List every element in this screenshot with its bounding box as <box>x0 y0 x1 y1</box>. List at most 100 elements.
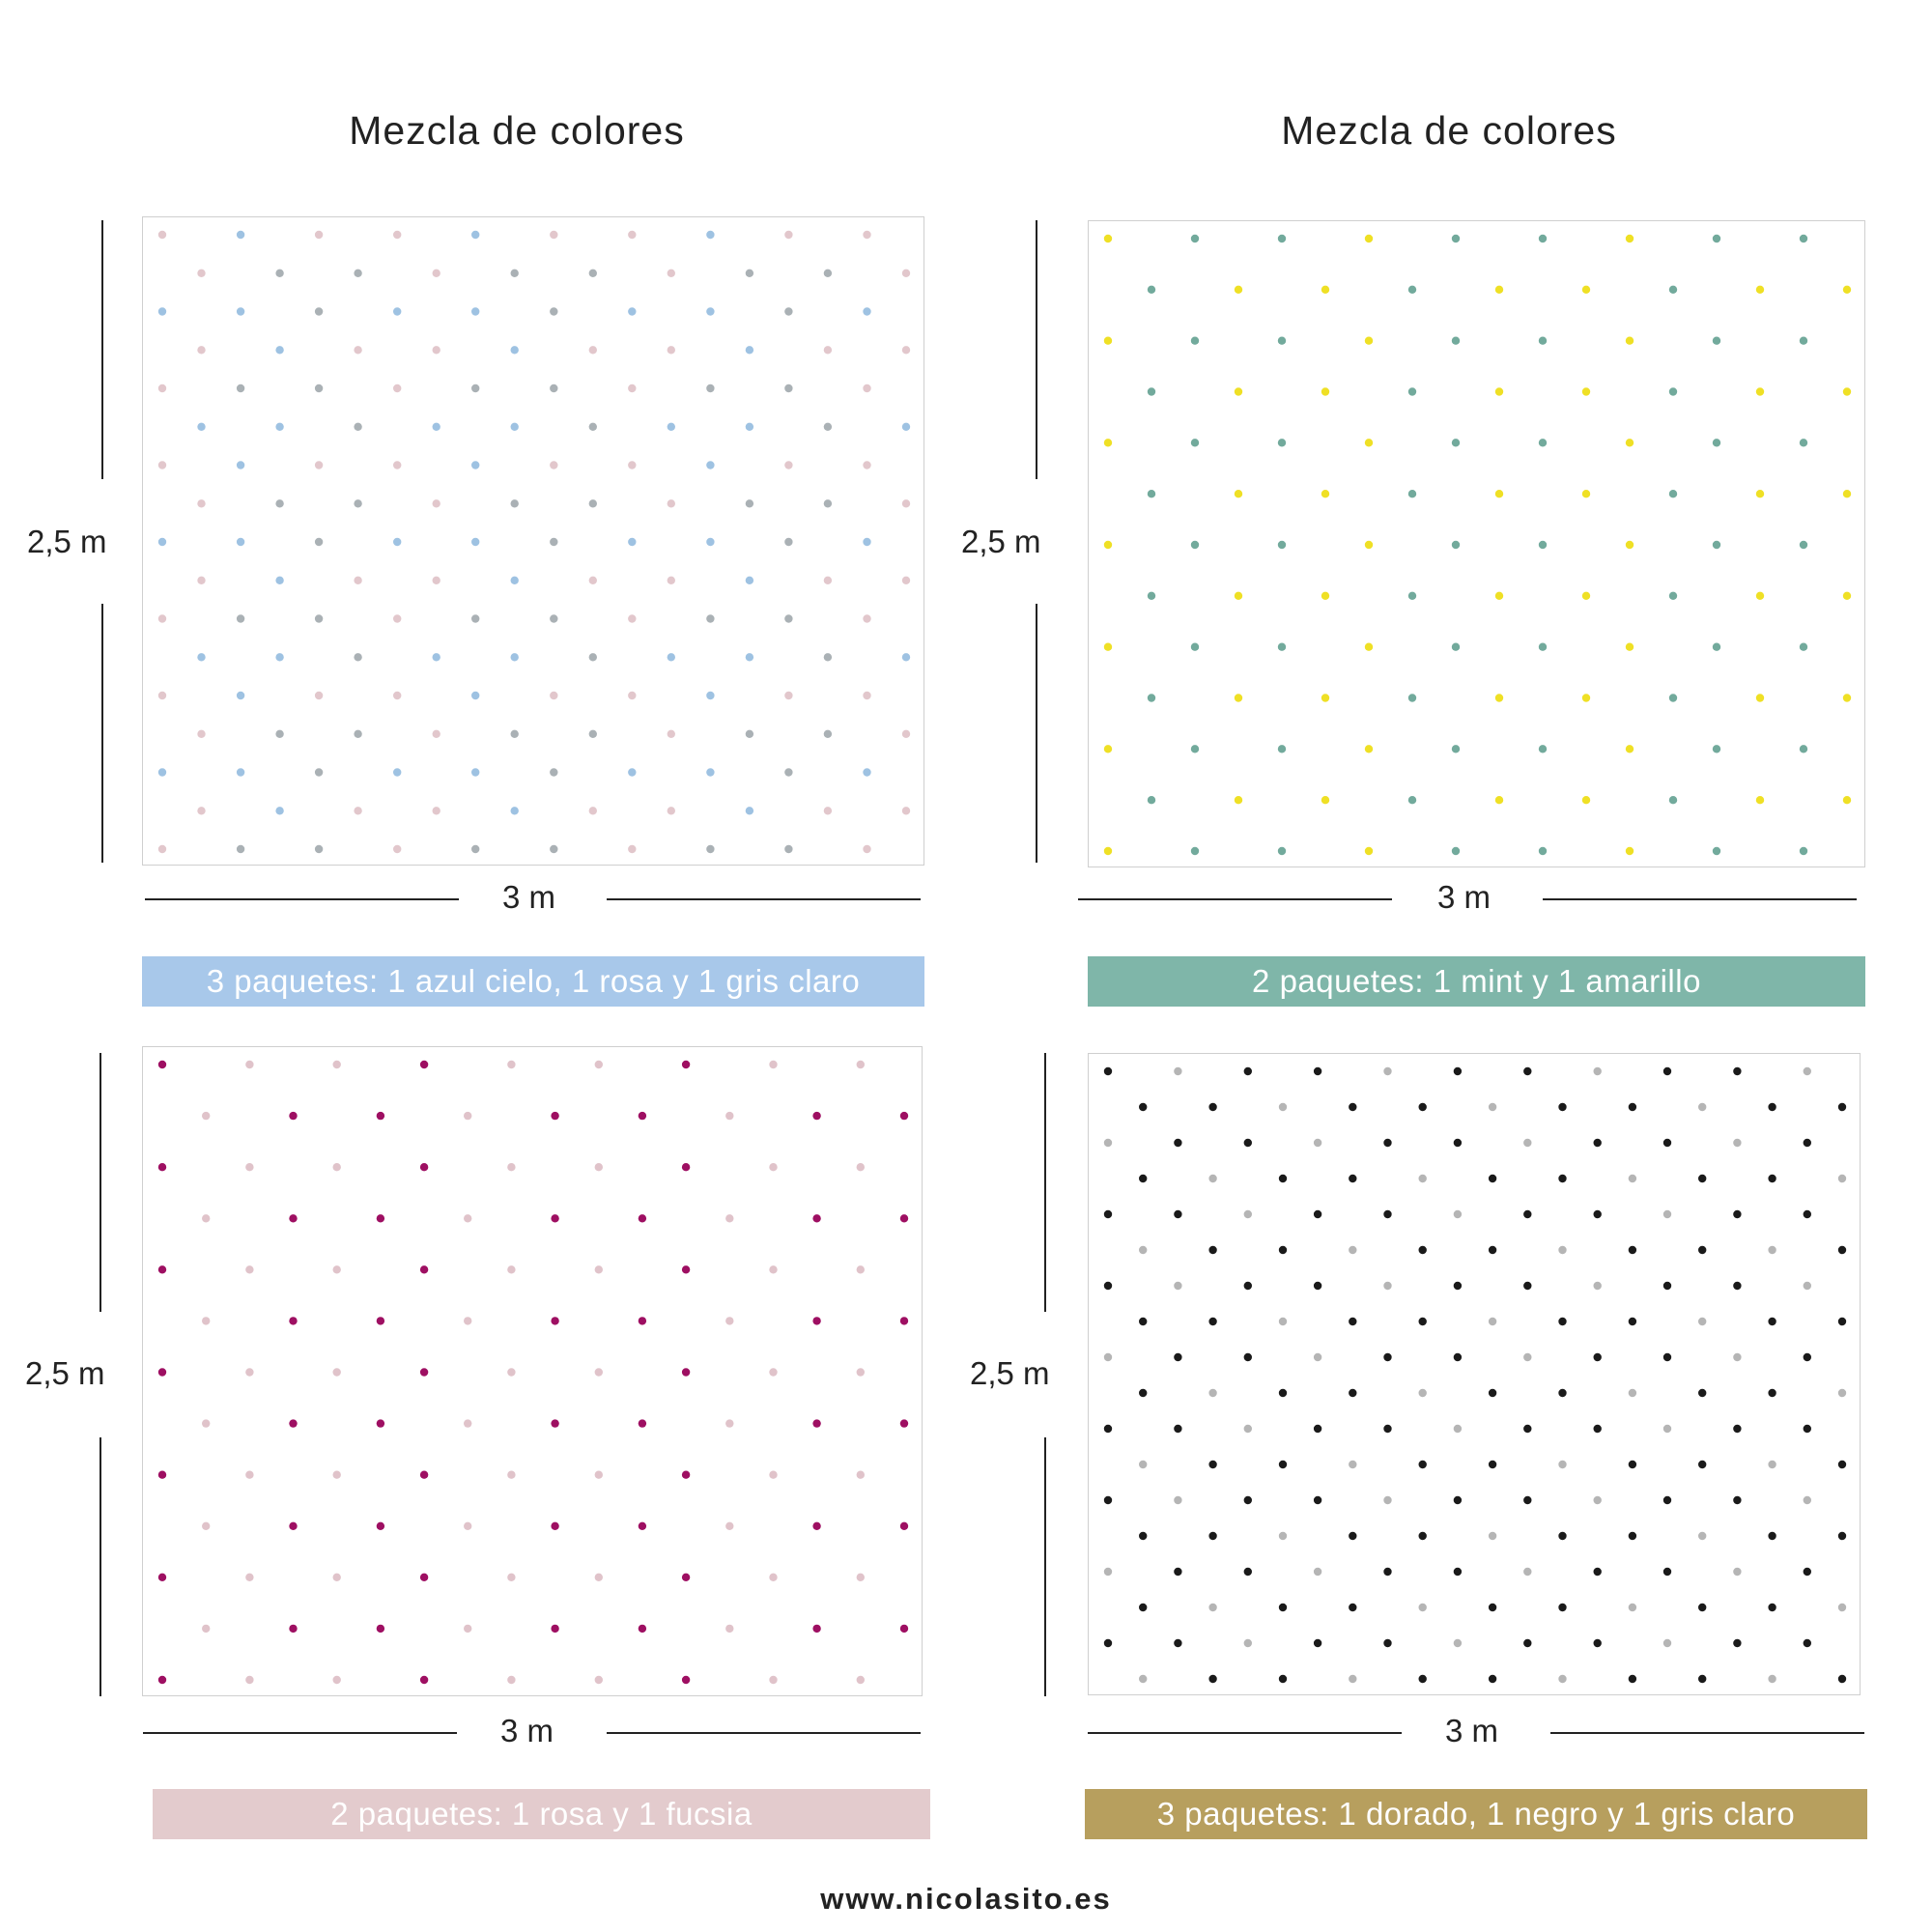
pattern-dot <box>1523 1567 1532 1577</box>
pattern-dot <box>1139 1388 1148 1398</box>
pattern-dot <box>202 1521 211 1530</box>
pattern-dot <box>314 614 324 623</box>
pattern-dot <box>1558 1603 1567 1612</box>
pattern-dot <box>769 1060 778 1069</box>
width-line-left-4 <box>1088 1732 1402 1734</box>
pattern-dot <box>507 1163 516 1172</box>
pattern-dot <box>784 461 793 469</box>
pattern-dot <box>236 844 245 854</box>
pattern-dot <box>1581 796 1591 805</box>
pattern-dot <box>1349 1674 1357 1684</box>
pattern-dot <box>1662 1495 1672 1505</box>
pattern-dot <box>901 729 911 738</box>
pattern-dot <box>1103 1638 1113 1648</box>
pattern-dot <box>1803 1209 1811 1219</box>
pattern-dot <box>1494 285 1504 294</box>
pattern-dot <box>1234 387 1243 396</box>
pattern-dot <box>464 1624 472 1634</box>
package-banner-4: 3 paquetes: 1 dorado, 1 negro y 1 gris c… <box>1085 1789 1867 1839</box>
pattern-dot <box>275 269 284 277</box>
pattern-dot <box>1837 1531 1847 1541</box>
pattern-dot <box>1147 285 1156 294</box>
pattern-dot <box>784 614 793 623</box>
pattern-dot <box>1799 846 1808 856</box>
pattern-dot <box>1174 1567 1182 1577</box>
pattern-dot <box>1837 1674 1847 1684</box>
pattern-dot <box>432 807 440 815</box>
pattern-dot <box>1768 1174 1776 1183</box>
pattern-dot <box>419 1368 429 1377</box>
pattern-dot <box>725 1214 734 1223</box>
pattern-dot <box>1662 1424 1672 1434</box>
pattern-dot <box>275 653 284 662</box>
height-line-top-3 <box>99 1053 101 1312</box>
pattern-dot <box>1523 1281 1532 1291</box>
pattern-dot <box>594 1163 603 1172</box>
pattern-dot <box>432 269 440 277</box>
pattern-dot <box>419 1060 429 1069</box>
pattern-dot <box>1383 1281 1392 1291</box>
pattern-dot <box>745 269 754 277</box>
pattern-dot <box>1278 1388 1288 1398</box>
pattern-dot <box>594 1368 603 1377</box>
pattern-dot <box>1625 234 1634 243</box>
pattern-dot <box>1321 796 1330 805</box>
pattern-dot <box>1523 1352 1532 1362</box>
pattern-dot <box>1698 1102 1707 1112</box>
pattern-dot <box>419 1573 429 1581</box>
pattern-dot <box>1733 1495 1742 1505</box>
pattern-dot <box>856 1060 865 1069</box>
pattern-dot <box>1278 1531 1288 1541</box>
pattern-dot <box>236 461 245 469</box>
pattern-dot <box>1538 439 1548 447</box>
pattern-dot <box>432 729 440 738</box>
pattern-dot <box>1277 540 1287 550</box>
pattern-dot <box>1418 1102 1427 1112</box>
pattern-dot <box>1243 1209 1252 1219</box>
pattern-dot <box>1383 1424 1392 1434</box>
pattern-dot <box>863 307 871 316</box>
pattern-dot <box>1103 336 1113 345</box>
pattern-dot <box>863 230 871 240</box>
pattern-dot <box>1662 1567 1672 1577</box>
pattern-dot <box>856 1163 865 1172</box>
height-line-bottom-1 <box>101 604 103 863</box>
pattern-dot <box>1755 694 1765 702</box>
pattern-dot <box>681 1368 691 1377</box>
pattern-dot <box>1364 234 1374 243</box>
pattern-dot <box>1712 642 1721 651</box>
pattern-dot <box>769 1265 778 1274</box>
pattern-dot <box>332 1163 341 1172</box>
pattern-dot <box>628 461 637 469</box>
pattern-dot <box>1174 1138 1182 1148</box>
pattern-dot <box>1321 490 1330 498</box>
pattern-dot <box>1349 1174 1357 1183</box>
pattern-dot <box>667 422 675 431</box>
pattern-dot <box>1147 387 1156 396</box>
pattern-dot <box>1494 490 1504 498</box>
width-label-1: 3 m <box>502 879 556 915</box>
pattern-dot <box>667 499 675 508</box>
pattern-dot <box>1581 694 1591 702</box>
pattern-dot <box>1208 1460 1217 1469</box>
pattern-dot <box>1139 1245 1148 1255</box>
pattern-dot <box>1581 490 1591 498</box>
pattern-dot <box>769 1675 778 1685</box>
pattern-dot <box>507 1368 516 1377</box>
pattern-dot <box>1277 745 1287 753</box>
pattern-dot <box>856 1265 865 1274</box>
pattern-dot <box>550 537 558 547</box>
pattern-dot <box>899 1624 909 1634</box>
pattern-dot <box>354 653 362 662</box>
pattern-dot <box>1712 745 1721 753</box>
pattern-dot <box>314 691 324 700</box>
height-label-3: 2,5 m <box>25 1355 105 1391</box>
pattern-dot <box>1523 1495 1532 1505</box>
pattern-dot <box>745 346 754 355</box>
pattern-dot <box>1383 1352 1392 1362</box>
pattern-dot <box>1593 1209 1602 1219</box>
pattern-dot <box>1313 1638 1322 1648</box>
pattern-dot <box>1625 439 1634 447</box>
pattern-dot <box>550 691 558 700</box>
pattern-dot <box>393 537 402 547</box>
